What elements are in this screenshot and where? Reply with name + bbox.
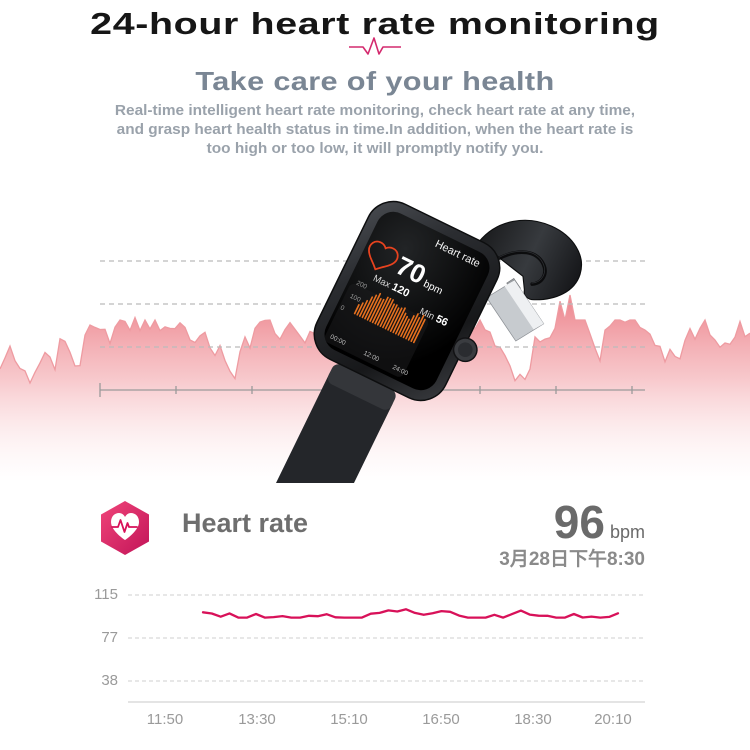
svg-text:13:30: 13:30 — [238, 711, 276, 728]
svg-text:18:30: 18:30 — [514, 711, 552, 728]
svg-text:16:50: 16:50 — [422, 711, 460, 728]
svg-text:77: 77 — [101, 629, 118, 646]
svg-text:15:10: 15:10 — [330, 711, 368, 728]
svg-text:11:50: 11:50 — [147, 711, 183, 728]
svg-text:115: 115 — [94, 586, 118, 603]
svg-text:20:10: 20:10 — [594, 711, 632, 728]
svg-text:38: 38 — [101, 672, 118, 689]
